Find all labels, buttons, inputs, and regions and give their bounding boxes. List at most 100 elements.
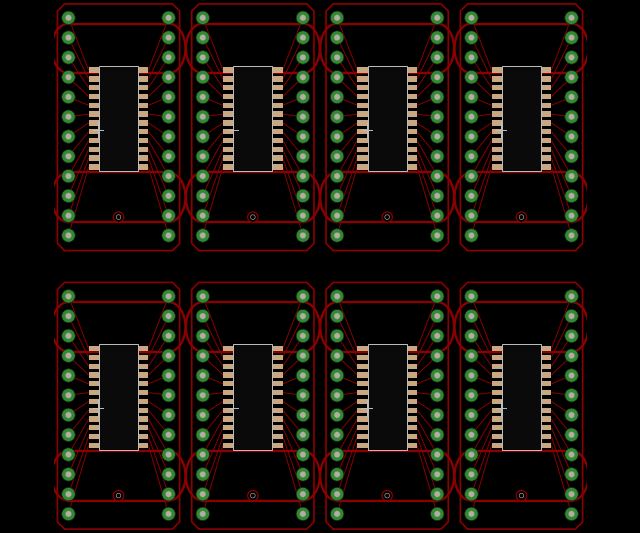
Circle shape	[65, 35, 72, 41]
Circle shape	[334, 373, 340, 378]
Circle shape	[434, 193, 440, 199]
Circle shape	[330, 110, 344, 124]
Circle shape	[196, 169, 209, 183]
Circle shape	[334, 392, 340, 398]
Bar	[138, 355, 148, 360]
Circle shape	[465, 229, 478, 242]
Bar	[357, 373, 367, 378]
Circle shape	[300, 471, 306, 478]
Circle shape	[434, 471, 440, 478]
Circle shape	[196, 467, 209, 481]
Circle shape	[61, 448, 76, 462]
Bar	[492, 68, 502, 72]
Bar	[492, 138, 502, 143]
Circle shape	[568, 373, 575, 378]
Circle shape	[61, 487, 76, 501]
Circle shape	[196, 110, 209, 124]
Circle shape	[564, 229, 579, 242]
Circle shape	[568, 94, 575, 100]
Circle shape	[300, 153, 306, 159]
Circle shape	[296, 448, 310, 462]
Circle shape	[568, 153, 575, 159]
Circle shape	[334, 133, 340, 140]
Circle shape	[334, 153, 340, 159]
Bar	[273, 434, 283, 439]
Circle shape	[564, 130, 579, 143]
Bar	[406, 68, 417, 72]
Bar	[138, 425, 148, 431]
Circle shape	[468, 373, 474, 378]
Bar	[88, 120, 99, 126]
Circle shape	[200, 15, 206, 21]
Circle shape	[330, 428, 344, 441]
Circle shape	[65, 313, 72, 319]
Bar	[88, 103, 99, 108]
Circle shape	[468, 432, 474, 438]
Circle shape	[431, 487, 444, 501]
Bar	[406, 373, 417, 378]
Circle shape	[434, 232, 440, 239]
Circle shape	[434, 94, 440, 100]
Bar	[541, 103, 552, 108]
Circle shape	[65, 333, 72, 339]
Circle shape	[166, 74, 172, 80]
Circle shape	[330, 487, 344, 501]
Bar	[88, 85, 99, 91]
Circle shape	[468, 114, 474, 120]
Circle shape	[431, 31, 444, 44]
Bar	[223, 111, 234, 117]
Bar	[492, 390, 502, 395]
Bar	[357, 164, 367, 169]
Bar	[357, 346, 367, 351]
Circle shape	[330, 507, 344, 521]
Bar	[88, 156, 99, 161]
Bar	[492, 164, 502, 169]
Circle shape	[162, 309, 175, 323]
Circle shape	[166, 213, 172, 219]
Circle shape	[564, 448, 579, 462]
Bar	[406, 103, 417, 108]
Circle shape	[162, 349, 175, 362]
Circle shape	[300, 35, 306, 41]
Bar	[492, 364, 502, 369]
Bar	[357, 138, 367, 143]
Bar	[223, 425, 234, 431]
Bar	[223, 434, 234, 439]
Bar	[541, 373, 552, 378]
Circle shape	[166, 333, 172, 339]
Circle shape	[568, 173, 575, 179]
Bar	[88, 434, 99, 439]
Circle shape	[296, 31, 310, 44]
Circle shape	[196, 309, 209, 323]
Circle shape	[330, 329, 344, 343]
Circle shape	[300, 511, 306, 517]
Circle shape	[200, 451, 206, 458]
Circle shape	[334, 511, 340, 517]
Bar	[138, 381, 148, 386]
Bar	[492, 346, 502, 351]
Circle shape	[330, 130, 344, 143]
Circle shape	[468, 491, 474, 497]
Circle shape	[296, 130, 310, 143]
Circle shape	[431, 408, 444, 422]
Bar	[273, 120, 283, 126]
Circle shape	[296, 189, 310, 203]
Circle shape	[431, 11, 444, 25]
Bar	[541, 416, 552, 422]
Circle shape	[564, 329, 579, 343]
Circle shape	[330, 189, 344, 203]
Circle shape	[300, 232, 306, 239]
Circle shape	[330, 51, 344, 64]
Bar	[541, 147, 552, 152]
Circle shape	[385, 215, 390, 220]
Circle shape	[564, 31, 579, 44]
Circle shape	[568, 15, 575, 21]
Circle shape	[564, 169, 579, 183]
Circle shape	[431, 169, 444, 183]
Circle shape	[116, 493, 121, 498]
Circle shape	[334, 94, 340, 100]
Bar	[406, 147, 417, 152]
Circle shape	[468, 35, 474, 41]
Bar	[273, 156, 283, 161]
Circle shape	[468, 313, 474, 319]
